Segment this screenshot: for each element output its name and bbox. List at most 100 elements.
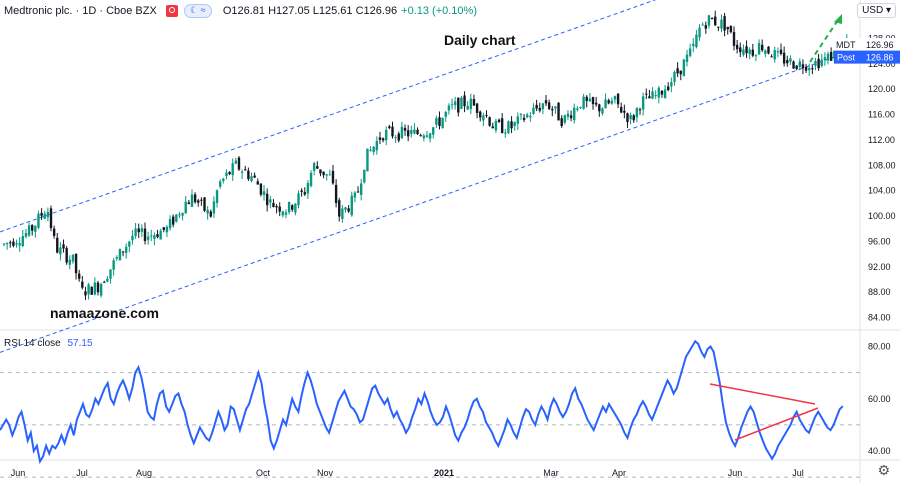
trend-arrow-head [834,14,842,24]
candle-body [757,43,761,55]
candle-body [134,228,137,237]
candle-body [12,241,15,246]
moon-icon[interactable]: ☾ ≈ [183,4,212,18]
symbol-label[interactable]: Medtronic plc. · 1D · Cboe BZX [4,5,157,17]
post-tag-label: Post [837,53,856,63]
candle-body [256,181,259,185]
candle-body [535,104,538,109]
candle-body [90,286,93,295]
candle-body [187,202,191,205]
candle-body [732,31,736,46]
candle-body [497,119,501,122]
candle-body [37,213,40,228]
candle-body [5,242,9,245]
candle-body [269,199,272,203]
flag-icon[interactable] [165,5,178,17]
candle-body [789,58,792,62]
candle-body [460,97,463,109]
candle-body [59,247,62,255]
candle-body [406,130,410,137]
candle-body [554,106,557,109]
candle-body [300,190,303,192]
settings-gear-icon[interactable]: ⚙ [877,462,890,478]
candle-body [588,98,592,102]
candle-body [184,201,187,214]
candle-body [27,225,31,236]
candle-body [748,49,751,54]
candle-body [103,281,106,283]
rsi-tick-label: 40.00 [868,446,891,456]
candle-body [68,259,71,265]
candle-body [751,49,755,56]
candle-body [43,213,46,219]
candle-body [334,184,338,204]
candle-body [698,27,701,38]
time-tick-label: Mar [543,468,559,478]
candle-body [563,115,567,123]
candle-body [291,205,294,210]
candle-body [648,96,651,99]
candle-body [240,171,244,173]
candle-body [165,226,169,233]
candle-body [46,211,50,218]
ohlc-values: O126.81 H127.05 L125.61 C126.96 [222,5,398,17]
candle-body [685,54,689,62]
candle-body [391,126,394,137]
candle-body [526,114,529,118]
candle-body [272,203,275,208]
currency-selector[interactable]: USD ▾ [857,3,896,18]
time-tick-label: Apr [612,468,626,478]
candle-body [491,126,494,129]
candle-body [197,200,200,203]
candle-body [225,172,228,177]
candle-body [278,206,281,212]
candle-body [228,171,231,175]
candle-body [428,133,432,139]
candle-body [707,15,711,26]
time-tick-label: Aug [136,468,152,478]
candle-body [591,97,595,105]
candle-body [507,121,510,134]
candle-body [645,93,648,95]
candle-body [15,243,18,245]
candle-body [162,227,165,230]
candle-body [475,103,479,113]
candle-body [516,116,520,124]
candle-body [673,71,676,82]
candle-body [632,115,635,121]
candle-body [175,214,178,222]
time-tick-label: Nov [317,468,334,478]
candle-body [676,68,679,74]
candle-body [347,208,350,212]
candle-body [303,192,306,195]
rsi-header[interactable]: RSI 14 close 57.15 [4,338,93,349]
candle-body [466,106,469,110]
candle-body [472,99,476,106]
price-tick-label: 96.00 [868,236,891,246]
price-tick-label: 92.00 [868,262,891,272]
candle-body [779,49,783,54]
candle-body [485,115,488,117]
candle-body [115,257,118,259]
candle-body [795,65,798,69]
price-tick-label: 108.00 [868,160,896,170]
candle-body [400,126,404,138]
candle-body [206,209,209,214]
rsi-tick-label: 60.00 [868,394,891,404]
candle-body [378,137,382,140]
candle-body [112,260,115,270]
candle-body [65,248,68,263]
candle-body [253,175,256,178]
candle-body [726,26,729,30]
candle-body [576,108,579,110]
change-value: +0.13 (+0.10%) [401,5,477,17]
candle-body [84,291,87,296]
candle-body [582,96,585,109]
price-tick-label: 84.00 [868,313,891,323]
candle-body [792,61,795,69]
candle-body [250,176,253,181]
candle-body [319,169,322,174]
time-tick-label: Oct [256,468,271,478]
candle-body [359,183,363,195]
